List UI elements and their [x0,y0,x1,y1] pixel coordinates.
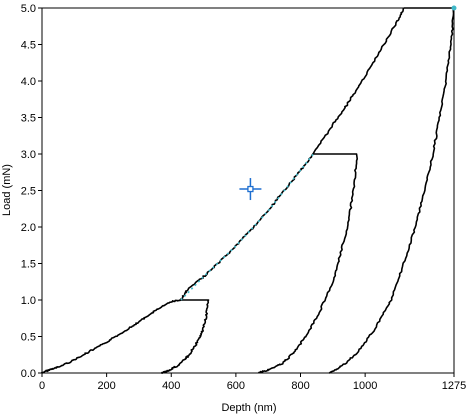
x-tick-label: 1275 [442,380,466,392]
x-tick-label: 1000 [353,380,377,392]
x-tick-label: 200 [97,380,115,392]
y-tick-label: 0.0 [21,368,36,380]
fit-segment [180,153,315,301]
x-tick-label: 800 [291,380,309,392]
y-tick-label: 3.0 [21,149,36,161]
chart-series [41,7,455,375]
data-series-6 [328,7,455,374]
y-tick-label: 0.5 [21,332,36,344]
x-axis-title: Depth (nm) [221,402,276,414]
y-tick-label: 3.5 [21,113,36,125]
y-tick-label: 4.0 [21,76,36,88]
x-tick-label: 0 [39,380,45,392]
y-tick-label: 5.0 [21,3,36,15]
y-tick-label: 4.5 [21,40,36,52]
y-axis-title: Load (mN) [1,164,13,216]
data-series-0 [41,7,405,374]
y-tick-label: 2.5 [21,186,36,198]
y-tick-label: 1.0 [21,295,36,307]
data-series-2 [160,299,210,375]
y-tick-label: 2.0 [21,222,36,234]
y-tick-label: 1.5 [21,259,36,271]
chart-ticks: 0 200 400 600 800 1000 1275 0.0 0.5 1.0 1.5 2.0 2.5 3… [21,3,467,392]
x-tick-label: 400 [162,380,180,392]
end-point-marker [451,5,457,11]
chart-overlay [180,5,457,301]
x-tick-label: 600 [227,380,245,392]
data-series-4 [258,153,359,374]
crosshair-center [247,185,254,193]
